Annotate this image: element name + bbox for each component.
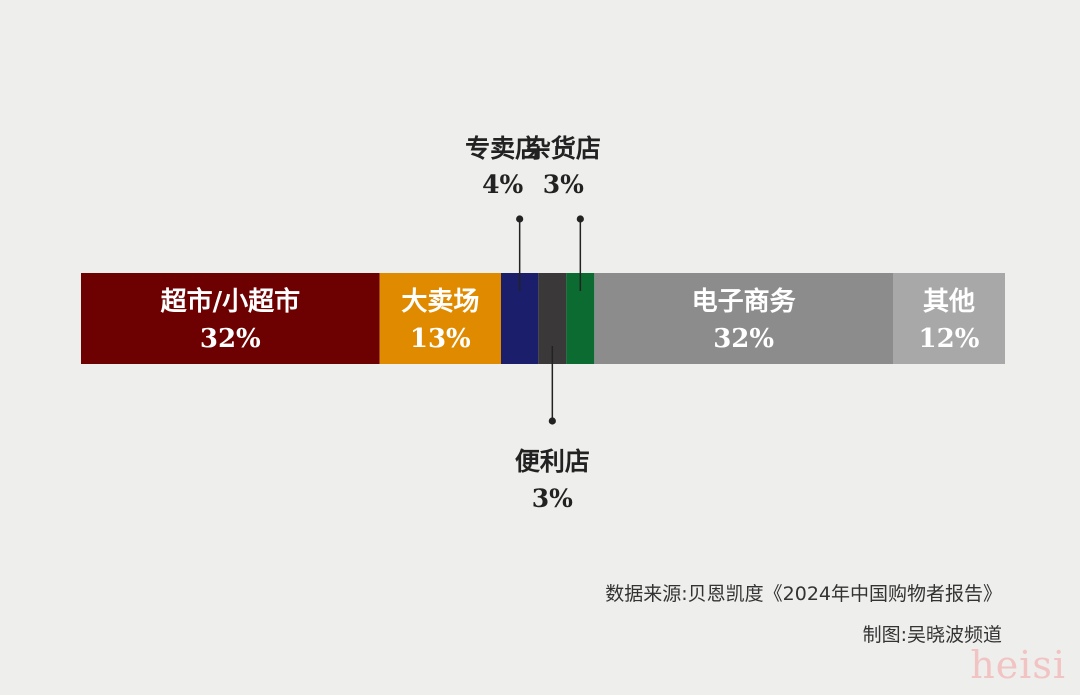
callout-name-label: 专卖店: [465, 134, 540, 163]
segment-name-label: 超市/小超市: [161, 286, 301, 317]
callouts: 专卖店 4% 便利店 3% 杂货店 3%: [465, 134, 601, 513]
segment-value-label: 12%: [919, 324, 980, 354]
segment-labels: 超市/小超市 32% 大卖场 13% 电子商务 32% 其他 12%: [161, 286, 980, 354]
watermark-text: heisi: [970, 643, 1066, 687]
segment-name-label: 电子商务: [692, 286, 796, 317]
bar-segment-5: [594, 273, 893, 364]
segment-name-label: 其他: [923, 287, 975, 317]
callout-dot: [576, 215, 584, 223]
segment-name-label: 大卖场: [401, 287, 479, 317]
segment-value-label: 13%: [410, 324, 471, 354]
bar-segment-1: [379, 273, 501, 364]
callout-value-label: 3%: [532, 484, 573, 513]
callout-name-label: 杂货店: [526, 134, 601, 163]
callout-value-label: 4%: [482, 170, 523, 199]
bar-segment-0: [81, 273, 380, 364]
segment-value-label: 32%: [200, 324, 261, 354]
bar-segments: [81, 273, 1005, 364]
chart-credit: 制图:吴晓波频道: [862, 624, 1002, 646]
bar-segment-6: [893, 273, 1005, 364]
callout-dot: [548, 417, 556, 425]
callout-name-label: 便利店: [515, 447, 590, 476]
callout-dot: [516, 215, 524, 223]
data-source-note: 数据来源:贝恩凯度《2024年中国购物者报告》: [605, 583, 1002, 605]
segment-value-label: 32%: [713, 324, 774, 354]
callout-value-label: 3%: [543, 170, 584, 199]
